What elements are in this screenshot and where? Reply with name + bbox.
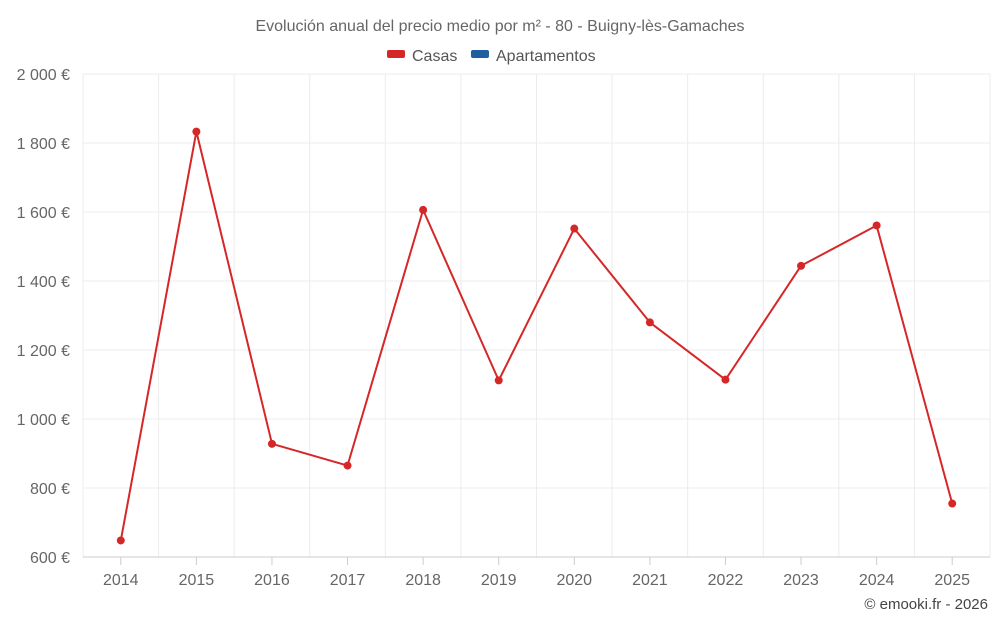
data-point[interactable] [419, 205, 428, 214]
legend-swatch-apartamentos [471, 50, 489, 58]
chart-title: Evolución anual del precio medio por m² … [255, 18, 744, 35]
x-tick-label: 2014 [103, 572, 139, 589]
x-tick-label: 2020 [556, 572, 592, 589]
x-tick-label: 2019 [481, 572, 517, 589]
legend-swatch-casas [387, 50, 405, 58]
x-tick-label: 2022 [708, 572, 744, 589]
x-tick-label: 2017 [330, 572, 366, 589]
y-tick-label: 1 000 € [17, 412, 70, 429]
x-tick-label: 2018 [405, 572, 441, 589]
series-casas [116, 127, 957, 545]
x-tick-label: 2025 [934, 572, 970, 589]
grid [82, 73, 991, 557]
y-tick-label: 800 € [30, 481, 70, 498]
data-point[interactable] [343, 461, 352, 470]
x-tick-label: 2023 [783, 572, 819, 589]
data-point[interactable] [872, 221, 881, 230]
x-tick-label: 2015 [179, 572, 215, 589]
y-tick-label: 1 600 € [17, 205, 70, 222]
data-point[interactable] [116, 536, 125, 545]
legend-label-casas: Casas [412, 48, 457, 65]
data-point[interactable] [494, 376, 503, 385]
x-tick-label: 2024 [859, 572, 895, 589]
data-point[interactable] [721, 375, 730, 384]
data-point[interactable] [192, 127, 201, 136]
legend: Casas Apartamentos [387, 48, 596, 65]
data-point[interactable] [570, 224, 579, 233]
y-tick-label: 1 200 € [17, 343, 70, 360]
y-tick-label: 2 000 € [17, 67, 70, 84]
x-tick-label: 2021 [632, 572, 668, 589]
axes: 600 € 800 € 1 000 € 1 200 € 1 400 € 1 600 € 1 … [17, 67, 990, 589]
y-tick-label: 1 800 € [17, 136, 70, 153]
legend-item-apartamentos[interactable]: Apartamentos [471, 48, 596, 65]
y-tick-label: 1 400 € [17, 274, 70, 291]
data-point[interactable] [645, 318, 654, 327]
y-tick-label: 600 € [30, 550, 70, 567]
x-tick-label: 2016 [254, 572, 290, 589]
credit-text: © emooki.fr - 2026 [864, 596, 988, 613]
legend-label-apartamentos: Apartamentos [496, 48, 596, 65]
legend-item-casas[interactable]: Casas [387, 48, 457, 65]
data-point[interactable] [797, 261, 806, 270]
series-line-casas [119, 130, 954, 541]
data-point[interactable] [267, 439, 276, 448]
data-point[interactable] [948, 499, 957, 508]
